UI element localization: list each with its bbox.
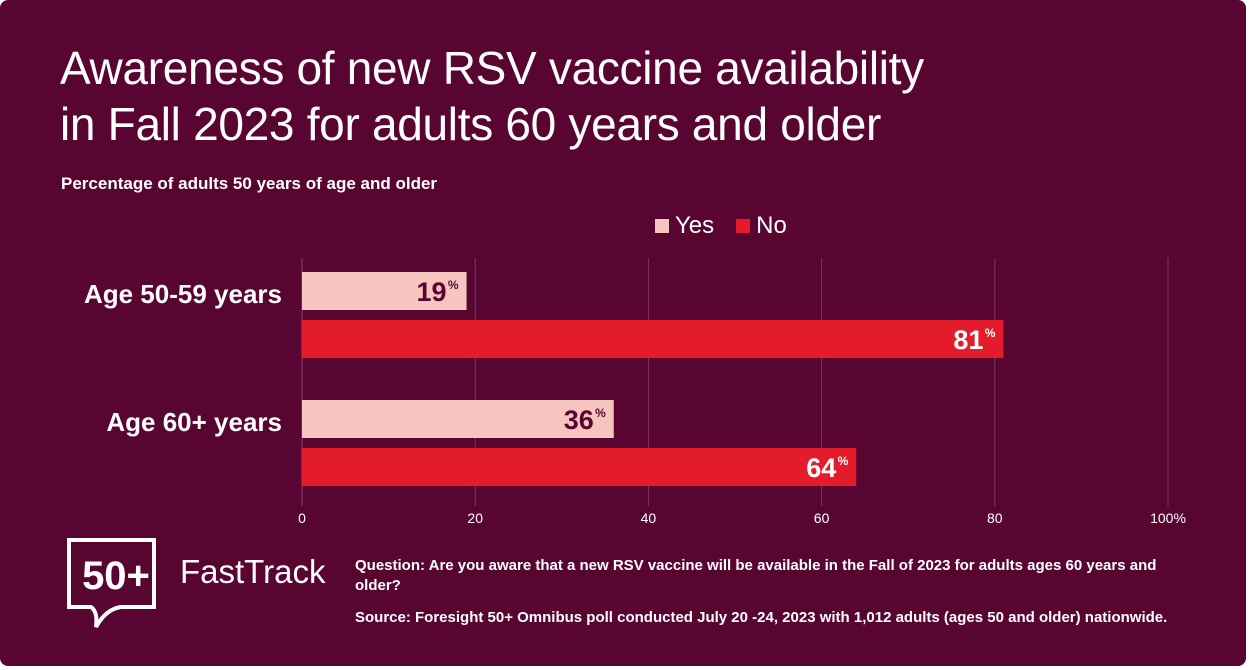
legend: Yes No — [655, 212, 787, 240]
data-label: 81 — [953, 325, 983, 355]
data-label: 64 — [806, 453, 836, 483]
legend-swatch-yes — [655, 219, 669, 233]
title-line-2: in Fall 2023 for adults 60 years and old… — [60, 98, 882, 150]
legend-swatch-no — [736, 219, 751, 233]
title-line-1: Awareness of new RSV vaccine availabilit… — [60, 42, 924, 94]
bar-chart: 0 20 40 60 80 100%Age 50-59 years 19 %81 %Age 60… — [84, 258, 1186, 526]
legend-label-yes: Yes — [675, 212, 715, 239]
bar-no — [302, 448, 857, 486]
legend-item-yes: Yes — [655, 212, 714, 240]
chart-subtitle: Percentage of adults 50 years of age and… — [61, 174, 438, 193]
category-label: Age 50-59 years — [84, 279, 282, 309]
legend-label-no: No — [756, 212, 787, 239]
data-label-suffix: % — [985, 326, 996, 340]
data-label-suffix: % — [595, 406, 606, 420]
data-label: 36 — [564, 405, 594, 435]
legend-item-no: No — [736, 212, 787, 240]
question-note: Question: Are you aware that a new RSV v… — [355, 557, 1157, 594]
source-note: Source: Foresight 50+ Omnibus poll condu… — [355, 609, 1168, 626]
bar-no — [302, 320, 1004, 358]
data-label: 19 — [416, 277, 446, 307]
x-tick-label: 20 — [467, 510, 483, 526]
bar-yes — [302, 272, 467, 310]
x-tick-label: 40 — [641, 510, 657, 526]
speech-bubble-logo-icon: 50+ — [67, 538, 156, 629]
x-tick-label: 100% — [1150, 510, 1186, 526]
category-label: Age 60+ years — [106, 407, 282, 437]
svg-text:50+: 50+ — [82, 554, 150, 598]
bar-yes — [302, 400, 614, 438]
data-label-suffix: % — [838, 454, 849, 468]
x-tick-label: 0 — [298, 510, 306, 526]
data-label-suffix: % — [448, 278, 459, 292]
x-tick-label: 60 — [814, 510, 830, 526]
chart-title: Awareness of new RSV vaccine availabilit… — [60, 40, 924, 152]
logo-text: FastTrack — [180, 553, 326, 590]
x-tick-label: 80 — [987, 510, 1003, 526]
